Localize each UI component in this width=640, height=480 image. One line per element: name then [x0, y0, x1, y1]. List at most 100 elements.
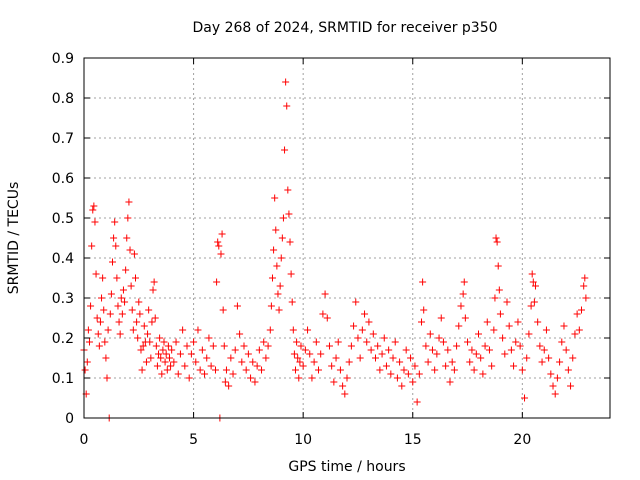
- data-point: [491, 294, 499, 302]
- data-point: [260, 338, 268, 346]
- data-point: [121, 298, 129, 306]
- data-point: [325, 342, 333, 350]
- data-point: [341, 390, 349, 398]
- x-tick-label: 0: [80, 432, 89, 448]
- data-point: [190, 338, 198, 346]
- data-point: [551, 390, 559, 398]
- data-point: [330, 378, 338, 386]
- data-point: [490, 326, 498, 334]
- data-point: [268, 274, 276, 282]
- data-point: [196, 366, 204, 374]
- data-point: [396, 358, 404, 366]
- data-point: [291, 366, 299, 374]
- data-point: [534, 318, 542, 326]
- data-point: [249, 358, 257, 366]
- data-point: [437, 314, 445, 322]
- data-point: [253, 362, 261, 370]
- data-point: [275, 306, 283, 314]
- data-point: [119, 286, 127, 294]
- data-point: [505, 322, 513, 330]
- data-point: [101, 338, 109, 346]
- data-point: [431, 366, 439, 374]
- data-point: [350, 322, 358, 330]
- data-point: [92, 270, 100, 278]
- data-point: [339, 382, 347, 390]
- data-point: [457, 302, 465, 310]
- data-point: [129, 326, 137, 334]
- data-point: [444, 346, 452, 354]
- x-axis-label: GPS time / hours: [288, 459, 405, 475]
- data-point: [283, 102, 291, 110]
- data-point: [144, 330, 152, 338]
- data-point: [229, 370, 237, 378]
- data-point: [549, 382, 557, 390]
- data-point: [352, 298, 360, 306]
- data-point: [284, 186, 292, 194]
- data-point: [343, 374, 351, 382]
- data-point: [167, 362, 175, 370]
- data-point: [493, 238, 501, 246]
- data-point: [93, 314, 101, 322]
- data-point: [137, 346, 145, 354]
- data-point: [174, 370, 182, 378]
- data-point: [219, 306, 227, 314]
- data-point: [155, 350, 163, 358]
- data-point: [153, 362, 161, 370]
- data-point: [132, 274, 140, 282]
- data-point: [162, 350, 170, 358]
- data-point: [96, 318, 104, 326]
- data-point: [231, 346, 239, 354]
- data-point: [273, 262, 281, 270]
- data-point: [424, 358, 432, 366]
- data-point: [94, 330, 102, 338]
- data-point: [212, 366, 219, 374]
- data-point: [564, 366, 572, 374]
- data-point: [172, 338, 180, 346]
- data-point: [499, 334, 507, 342]
- data-point: [492, 234, 500, 242]
- data-point: [308, 374, 316, 382]
- data-point: [110, 234, 118, 242]
- data-point: [85, 338, 93, 346]
- x-tick-label: 10: [294, 432, 312, 448]
- data-point: [380, 334, 388, 342]
- data-point: [323, 314, 331, 322]
- data-point: [88, 242, 96, 250]
- data-point: [270, 246, 278, 254]
- data-point: [461, 314, 469, 322]
- data-point: [530, 298, 538, 306]
- data-point: [319, 310, 327, 318]
- data-point: [483, 318, 491, 326]
- y-tick-label: 0.8: [52, 91, 74, 107]
- x-tick-label: 20: [513, 432, 531, 448]
- data-point: [95, 342, 103, 350]
- data-point: [126, 246, 134, 254]
- data-point: [214, 238, 222, 246]
- data-point: [573, 310, 581, 318]
- data-point: [217, 250, 225, 258]
- data-points: [80, 78, 590, 422]
- data-point: [251, 378, 259, 386]
- data-point: [369, 330, 377, 338]
- data-point: [222, 366, 230, 374]
- data-point: [453, 342, 461, 350]
- data-point: [374, 342, 382, 350]
- data-point: [385, 346, 393, 354]
- data-point: [389, 354, 397, 362]
- y-axis-label: SRMTID / TECUs: [6, 182, 22, 295]
- data-point: [536, 342, 544, 350]
- data-point: [84, 326, 92, 334]
- data-point: [158, 370, 166, 378]
- chart-title: Day 268 of 2024, SRMTID for receiver p35…: [192, 20, 497, 36]
- data-point: [181, 362, 189, 370]
- y-tick-label: 0.4: [52, 251, 74, 267]
- y-tick-label: 0.2: [52, 331, 74, 347]
- data-point: [203, 354, 211, 362]
- data-point: [518, 366, 526, 374]
- y-tick-label: 0: [65, 411, 74, 427]
- data-point: [147, 354, 155, 362]
- data-point: [418, 318, 426, 326]
- data-point: [448, 358, 456, 366]
- data-point: [108, 258, 116, 266]
